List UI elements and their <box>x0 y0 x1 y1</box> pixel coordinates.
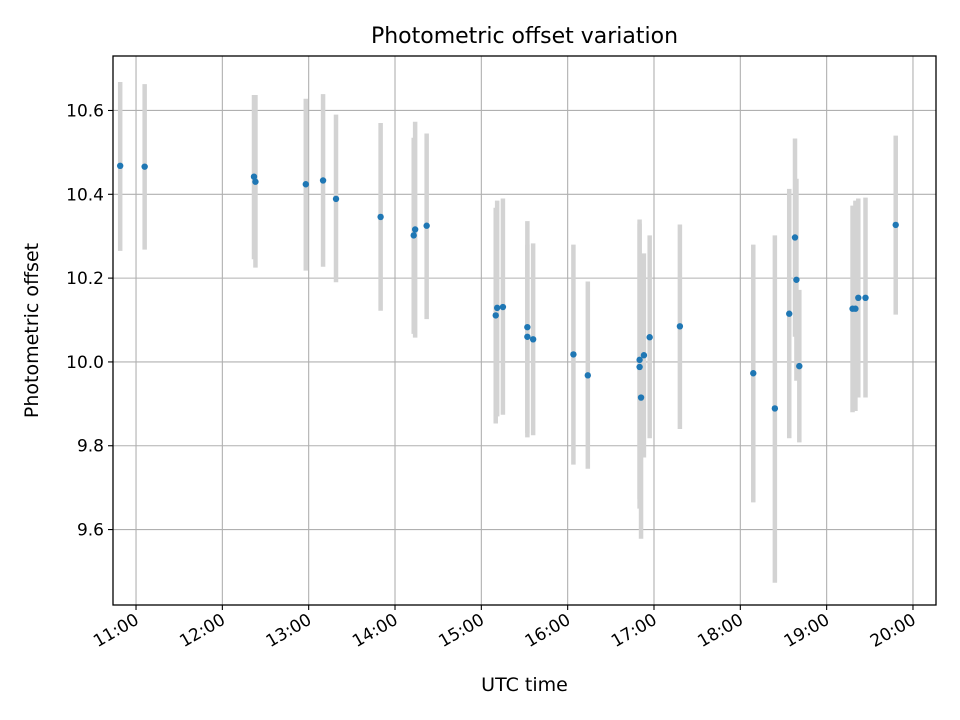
x-tick-label: 16:00 <box>522 610 574 652</box>
x-tick-label: 11:00 <box>90 610 142 652</box>
data-point <box>636 363 643 371</box>
y-tick-label: 10.4 <box>66 185 104 205</box>
data-point <box>570 351 577 358</box>
data-point <box>524 333 531 340</box>
data-point <box>852 305 859 312</box>
data-point <box>637 394 645 401</box>
data-point <box>786 310 793 317</box>
data-point <box>750 370 757 377</box>
data-point <box>791 234 799 241</box>
data-point <box>492 312 499 319</box>
x-tick-label: 20:00 <box>867 610 919 652</box>
data-point <box>640 352 648 359</box>
point-layer <box>116 162 899 412</box>
data-point <box>410 232 417 239</box>
y-axis-label: Photometric offset <box>21 243 43 418</box>
data-point <box>892 221 899 229</box>
x-tick-label: 13:00 <box>263 610 315 652</box>
data-point <box>636 356 643 364</box>
data-point <box>319 177 327 184</box>
chart-title: Photometric offset variation <box>371 24 678 49</box>
x-axis-ticks: 11:00 12:00 13:00 14:00 15:00 16:00 17:00 18:00… <box>90 605 919 652</box>
y-tick-label: 10.2 <box>66 269 104 289</box>
x-tick-label: 14:00 <box>349 610 401 652</box>
data-point <box>423 222 430 229</box>
grid-layer <box>113 56 936 605</box>
data-point <box>411 226 419 233</box>
data-point <box>584 372 592 379</box>
data-point <box>862 294 869 302</box>
data-point <box>793 276 800 283</box>
data-point <box>796 362 803 370</box>
data-point <box>529 336 537 343</box>
data-point <box>252 178 259 185</box>
data-point <box>377 213 384 221</box>
errorbar-layer <box>117 81 898 583</box>
x-tick-label: 18:00 <box>694 610 746 652</box>
x-tick-label: 17:00 <box>608 610 660 652</box>
data-point <box>302 181 310 188</box>
data-point <box>116 162 124 169</box>
x-tick-label: 19:00 <box>781 610 833 652</box>
data-point <box>499 303 507 311</box>
y-tick-label: 9.6 <box>77 521 104 541</box>
data-point <box>493 304 501 312</box>
data-point <box>141 163 148 170</box>
plot-frame <box>112 55 937 606</box>
y-tick-label: 10.6 <box>66 101 104 121</box>
y-tick-label: 10.0 <box>66 353 104 373</box>
data-point <box>524 323 531 331</box>
data-point <box>646 334 653 341</box>
data-point <box>771 405 779 412</box>
data-point <box>855 294 862 302</box>
data-point <box>250 173 258 180</box>
data-point <box>332 195 340 203</box>
x-tick-label: 15:00 <box>435 610 487 652</box>
data-point <box>676 323 684 330</box>
x-axis-label: UTC time <box>481 674 568 696</box>
y-axis-ticks: 9.6 9.8 10.0 10.2 10.4 10.6 <box>66 101 113 541</box>
x-tick-label: 12:00 <box>176 610 228 652</box>
y-tick-label: 9.8 <box>77 437 104 457</box>
